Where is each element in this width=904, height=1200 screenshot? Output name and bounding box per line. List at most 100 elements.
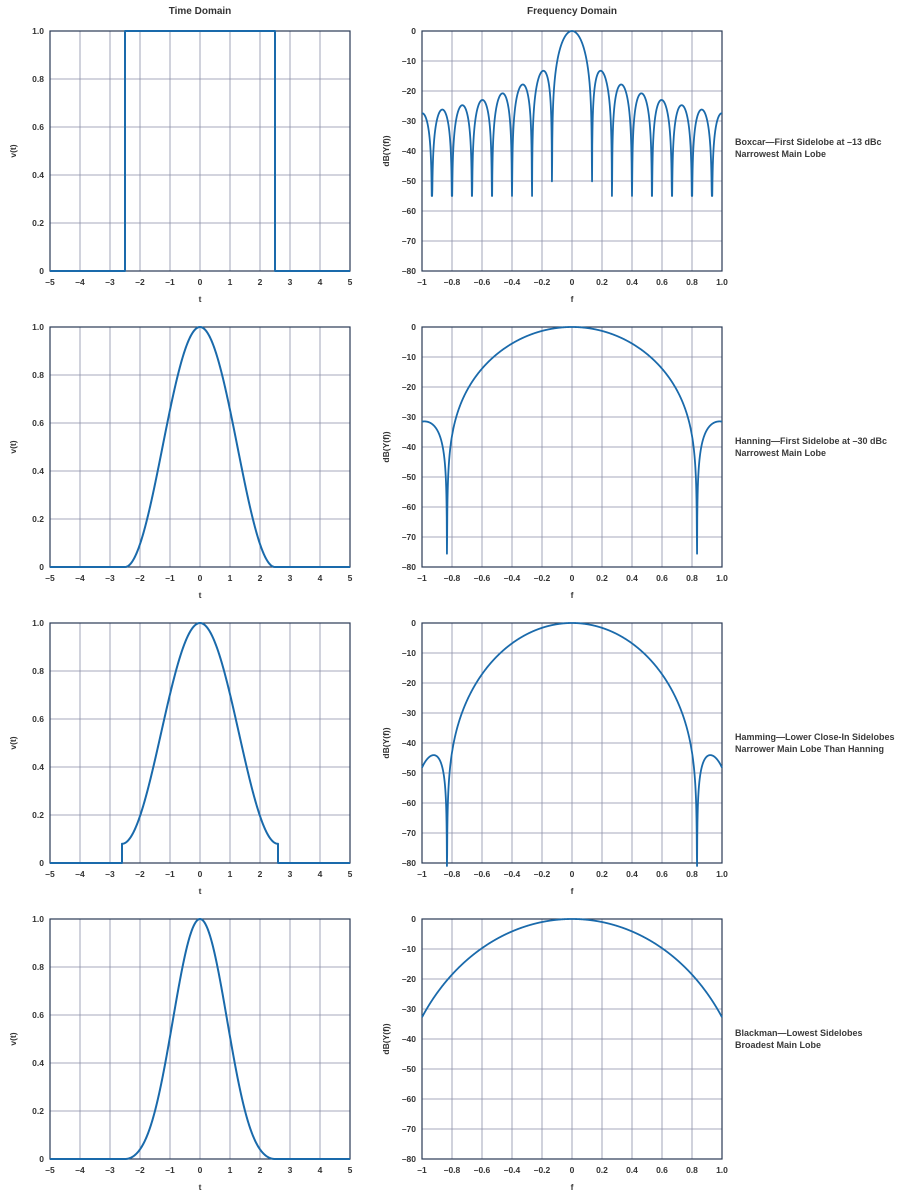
y-tick-label: –60: [402, 502, 416, 512]
hanning-desc-line2: Narrowest Main Lobe: [735, 448, 827, 458]
y-tick-label: 0: [39, 1154, 44, 1164]
x-tick-label: –0.2: [534, 277, 551, 287]
x-axis-label: t: [199, 294, 202, 304]
x-tick-label: 0.6: [656, 573, 668, 583]
x-tick-label: –1: [417, 869, 427, 879]
x-tick-label: –1: [165, 573, 175, 583]
x-tick-label: –0.4: [504, 1165, 521, 1175]
y-axis-label: v(t): [8, 144, 18, 157]
x-tick-label: 0.4: [626, 277, 638, 287]
x-tick-label: 1.0: [716, 573, 728, 583]
x-tick-label: 5: [348, 277, 353, 287]
y-axis-label: dB(Y(f)): [381, 1023, 391, 1054]
x-tick-label: 0: [198, 573, 203, 583]
y-tick-label: –80: [402, 858, 416, 868]
x-tick-label: –0.6: [474, 869, 491, 879]
y-tick-label: 0.2: [32, 218, 44, 228]
y-tick-label: 0.2: [32, 810, 44, 820]
y-tick-label: 1.0: [32, 914, 44, 924]
x-axis-label: f: [571, 590, 574, 600]
y-tick-label: –50: [402, 1064, 416, 1074]
y-tick-label: –60: [402, 206, 416, 216]
y-tick-label: 0.6: [32, 122, 44, 132]
y-tick-label: –40: [402, 146, 416, 156]
y-tick-label: –40: [402, 1034, 416, 1044]
hamming-freq-chart: –1 –0.8 –0.6 –0.4 –0.2 0 0.2 0.4 0.6 0.8 1.0 0 –10 –2…: [381, 618, 728, 896]
x-tick-label: –0.4: [504, 573, 521, 583]
x-tick-label: 1: [228, 277, 233, 287]
y-tick-label: –10: [402, 944, 416, 954]
x-tick-label: –0.8: [444, 869, 461, 879]
y-axis-label: v(t): [8, 1032, 18, 1045]
x-tick-label: 0.2: [596, 869, 608, 879]
y-tick-label: –20: [402, 974, 416, 984]
y-axis-label: dB(Y(f)): [381, 135, 391, 166]
y-tick-label: 0.8: [32, 666, 44, 676]
x-tick-label: –3: [105, 869, 115, 879]
blackman-desc-line1: Blackman—Lowest Sidelobes: [735, 1028, 863, 1038]
y-tick-label: –80: [402, 1154, 416, 1164]
x-tick-label: –4: [75, 869, 85, 879]
x-tick-label: 1.0: [716, 277, 728, 287]
x-axis-label: f: [571, 1182, 574, 1192]
x-tick-label: –0.6: [474, 573, 491, 583]
y-tick-label: 0.4: [32, 1058, 44, 1068]
y-tick-label: 0.8: [32, 74, 44, 84]
x-axis-label: t: [199, 590, 202, 600]
x-tick-label: 1: [228, 573, 233, 583]
hamming-desc-line1: Hamming—Lower Close-In Sidelobes: [735, 732, 895, 742]
x-tick-label: 0.6: [656, 277, 668, 287]
x-tick-label: 1.0: [716, 869, 728, 879]
x-tick-label: 3: [288, 869, 293, 879]
hamming-freq-series-line: [421, 622, 723, 867]
hanning-freq-chart: –1 –0.8 –0.6 –0.4 –0.2 0 0.2 0.4 0.6 0.8 1.0 0 –10 –2…: [381, 322, 728, 600]
x-tick-label: 5: [348, 869, 353, 879]
y-tick-label: –10: [402, 352, 416, 362]
x-axis-label: f: [571, 886, 574, 896]
x-tick-label: 4: [318, 573, 323, 583]
x-tick-label: –0.6: [474, 277, 491, 287]
x-tick-label: 5: [348, 1165, 353, 1175]
x-tick-label: 0: [570, 573, 575, 583]
y-tick-label: 0.4: [32, 762, 44, 772]
y-tick-label: 0: [39, 562, 44, 572]
x-tick-label: 0.6: [656, 869, 668, 879]
y-tick-label: –80: [402, 562, 416, 572]
y-axis-label: dB(Y(f)): [381, 431, 391, 462]
blackman-freq-chart: –1 –0.8 –0.6 –0.4 –0.2 0 0.2 0.4 0.6 0.8 1.0 0 –10 –2…: [381, 914, 728, 1192]
y-tick-label: 1.0: [32, 322, 44, 332]
x-tick-label: 2: [258, 869, 263, 879]
y-axis-label: dB(Y(f)): [381, 727, 391, 758]
x-tick-label: –5: [45, 573, 55, 583]
blackman-description: Blackman—Lowest Sidelobes Broadest Main …: [735, 1027, 900, 1051]
y-tick-label: –20: [402, 86, 416, 96]
x-tick-label: –4: [75, 1165, 85, 1175]
x-tick-label: –4: [75, 277, 85, 287]
x-tick-label: –0.8: [444, 1165, 461, 1175]
y-tick-label: –50: [402, 768, 416, 778]
boxcar-freq-series-line: [421, 30, 723, 197]
x-tick-label: –0.8: [444, 277, 461, 287]
x-tick-label: 4: [318, 869, 323, 879]
y-tick-label: 0.6: [32, 1010, 44, 1020]
x-tick-label: –1: [165, 277, 175, 287]
y-tick-label: 0.4: [32, 466, 44, 476]
x-tick-label: –3: [105, 277, 115, 287]
blackman-freq-series-line: [421, 918, 723, 1018]
x-tick-label: –0.8: [444, 573, 461, 583]
x-axis-label: t: [199, 886, 202, 896]
x-tick-label: –1: [165, 869, 175, 879]
x-tick-label: 0.8: [686, 573, 698, 583]
y-axis-label: v(t): [8, 440, 18, 453]
x-axis-label: f: [571, 294, 574, 304]
x-tick-label: –2: [135, 277, 145, 287]
hanning-freq-series-line: [421, 326, 723, 555]
x-tick-label: 0.8: [686, 277, 698, 287]
x-tick-label: 0: [198, 277, 203, 287]
x-tick-label: 0.2: [596, 573, 608, 583]
hamming-time-series-line: [50, 622, 350, 864]
boxcar-time-series-line: [50, 30, 350, 272]
y-tick-label: 0: [411, 618, 416, 628]
x-tick-label: –5: [45, 277, 55, 287]
